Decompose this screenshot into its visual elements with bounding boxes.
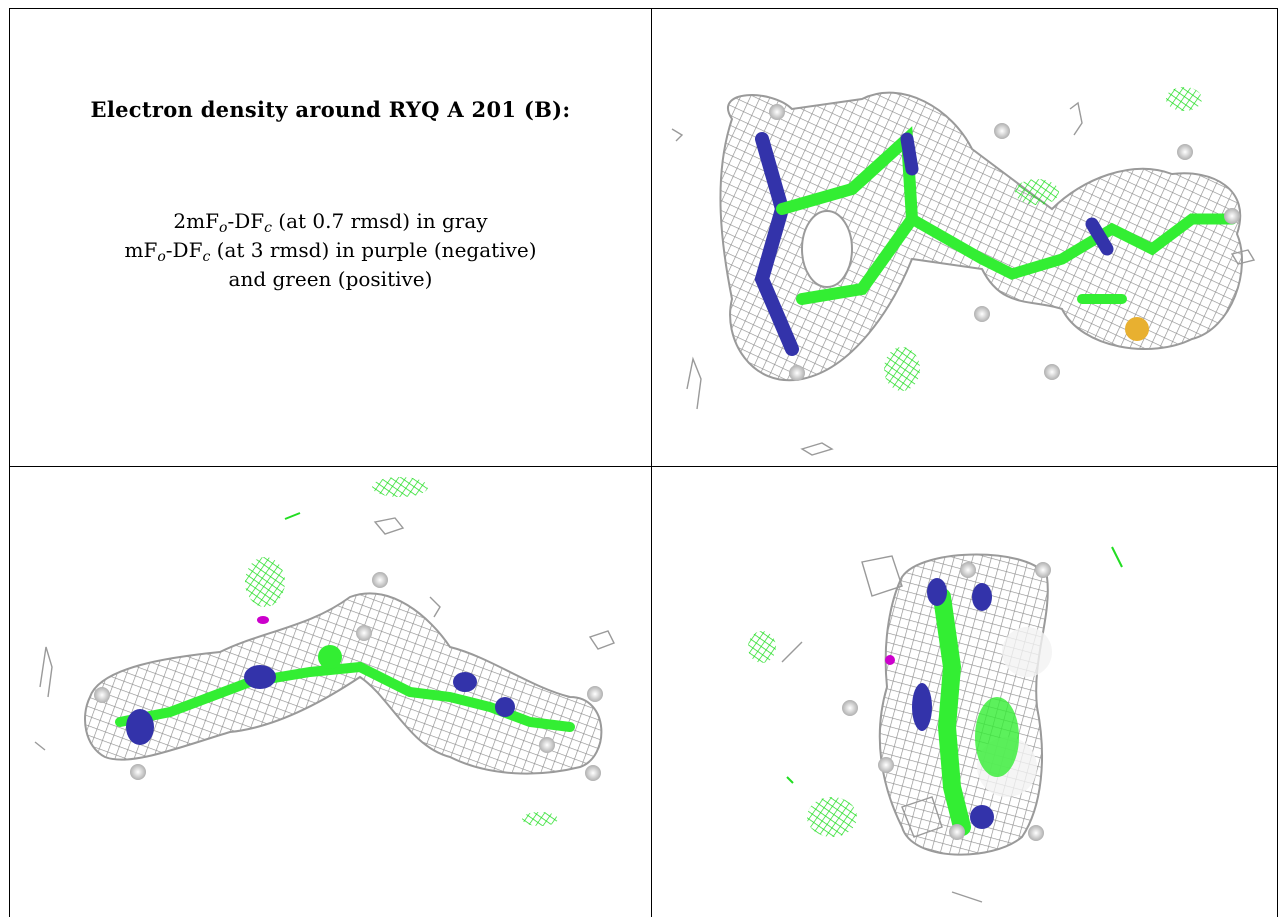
hydrogen-atoms — [94, 572, 603, 781]
molecule-bonds — [115, 645, 575, 745]
density-render-3 — [748, 546, 1123, 903]
stray-density — [671, 101, 1256, 456]
molecule-bonds — [754, 126, 1238, 356]
difference-density-positive — [748, 546, 1123, 837]
map-legend: 2mFo-DFc (at 0.7 rmsd) in gray mFo-DFc (… — [10, 207, 651, 294]
difference-density-negative — [257, 616, 269, 624]
density-render-1 — [671, 87, 1256, 456]
stray-density — [781, 555, 983, 903]
difference-density-positive — [245, 477, 558, 826]
legend-line-2fofc: 2mFo-DFc (at 0.7 rmsd) in gray — [173, 209, 488, 236]
difference-density-positive — [884, 87, 1202, 391]
density-view-top-right — [651, 8, 1278, 467]
molecule-bonds — [912, 578, 1019, 836]
legend-cell: Electron density around RYQ A 201 (B): 2… — [9, 8, 652, 467]
legend-line-colors: and green (positive) — [228, 267, 433, 291]
molecule-mesh — [719, 91, 1243, 382]
density-render-2 — [34, 477, 615, 826]
legend-line-fofc: mFo-DFc (at 3 rmsd) in purple (negative) — [124, 238, 537, 265]
density-view-bottom-left — [9, 466, 652, 917]
hydrogen-atoms — [769, 104, 1240, 381]
stray-density — [34, 517, 615, 751]
figure-title: Electron density around RYQ A 201 (B): — [90, 97, 571, 122]
density-view-bottom-right — [651, 466, 1278, 917]
hydrogen-atoms — [842, 562, 1051, 841]
molecule-mesh — [84, 592, 603, 775]
difference-density-negative — [885, 655, 895, 665]
